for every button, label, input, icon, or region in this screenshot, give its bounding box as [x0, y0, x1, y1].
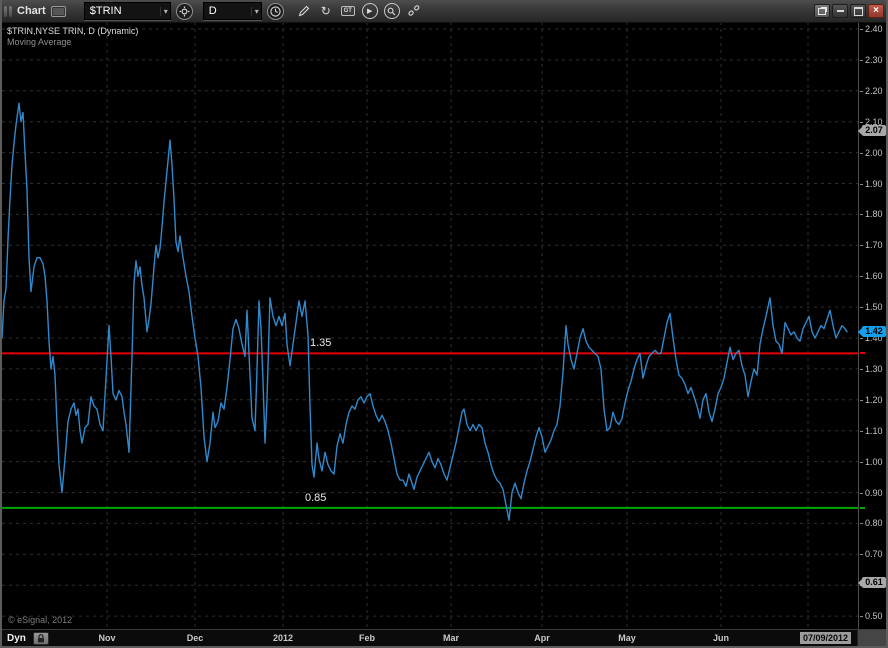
chart-symbol-header: $TRIN,NYSE TRIN, D (Dynamic)	[7, 26, 139, 36]
symbol-value: $TRIN	[89, 5, 122, 17]
time-axis-label: Apr	[534, 633, 550, 643]
dyn-mode-label[interactable]: Dyn	[7, 633, 26, 644]
price-axis-label: 1.40	[859, 334, 883, 343]
time-axis-label: Feb	[358, 633, 375, 643]
time-axis-label: Dec	[186, 633, 204, 643]
price-badge: 0.61	[858, 576, 886, 588]
chart-title-badge-icon	[50, 5, 66, 17]
chevron-down-icon[interactable]: ▾	[250, 6, 259, 16]
price-axis-label: 2.20	[859, 86, 883, 96]
zoom-button[interactable]	[382, 2, 402, 20]
time-axis-label: May	[618, 633, 636, 643]
time-axis-label: Nov	[98, 633, 116, 643]
price-axis-label: 0.90	[859, 488, 883, 498]
time-axis-label: Jun	[712, 633, 729, 643]
quote-tool-icon: GT	[340, 6, 355, 16]
drag-handle-icon[interactable]	[4, 5, 12, 17]
price-axis-label: 1.30	[859, 364, 883, 374]
price-badge: 2.07	[858, 125, 886, 137]
lock-button[interactable]	[33, 632, 49, 645]
price-axis-label: 1.00	[859, 457, 883, 467]
link-button[interactable]	[404, 2, 424, 20]
maximize-button[interactable]	[850, 4, 866, 18]
time-axis-label: 2012	[272, 633, 294, 643]
copyright-label: © eSignal, 2012	[8, 615, 73, 625]
time-axis[interactable]: Dyn Nov Dec 2012 Feb Mar Apr May Jun 07/09/2012	[2, 629, 886, 647]
price-axis-label: 1.50	[859, 303, 883, 312]
last-date-badge: 07/09/2012	[800, 632, 852, 644]
hline-label: 1.35	[310, 337, 332, 350]
symbol-lookup-button[interactable]	[175, 2, 193, 20]
interval-combo[interactable]: D ▾	[202, 2, 262, 20]
price-axis-label: 0.50	[859, 612, 883, 621]
axis-corner	[857, 630, 886, 647]
price-axis-label: 1.10	[859, 426, 883, 436]
chevron-down-icon[interactable]: ▾	[159, 6, 168, 16]
refresh-button[interactable]: ↻	[316, 2, 336, 20]
price-axis-label: 1.60	[859, 272, 883, 281]
price-axis-label: 1.80	[859, 210, 883, 219]
symbol-combo[interactable]: $TRIN ▾	[83, 2, 171, 20]
price-axis-label: 1.90	[859, 179, 883, 189]
interval-value: D	[208, 5, 217, 17]
pencil-icon	[298, 5, 310, 17]
restore-button[interactable]	[814, 4, 830, 18]
hline-label: 0.85	[305, 491, 327, 504]
window-title: Chart	[17, 5, 46, 17]
link-icon	[408, 5, 420, 16]
minimize-icon	[836, 10, 844, 12]
window-controls: ×	[814, 4, 884, 18]
price-line	[2, 102, 848, 521]
price-axis-label: 2.40	[859, 25, 883, 34]
close-icon: ×	[873, 5, 879, 16]
hline-axis-tick	[860, 506, 865, 509]
play-button[interactable]: ▶	[360, 2, 380, 20]
clock-icon	[270, 5, 281, 17]
price-axis-label: 1.70	[859, 241, 883, 250]
refresh-icon: ↻	[320, 4, 331, 18]
chart-plot-area[interactable]: $TRIN,NYSE TRIN, D (Dynamic) Moving Aver…	[2, 22, 858, 629]
close-button[interactable]: ×	[868, 4, 884, 18]
chart-study-label[interactable]: Moving Average	[7, 37, 72, 47]
gridlines	[2, 22, 858, 629]
price-axis-label: 2.30	[859, 55, 883, 65]
quote-tool-button[interactable]: GT	[338, 2, 358, 20]
restore-icon	[818, 7, 826, 15]
price-axis[interactable]: 2.40 2.30 2.20 2.10 2.00 1.90 1.80 1.70 1.60 1.50…	[858, 22, 887, 629]
time-axis-label: Mar	[442, 633, 459, 643]
magnifier-icon	[383, 3, 400, 19]
price-line-chart	[2, 22, 858, 629]
hline-axis-tick	[860, 352, 865, 355]
price-axis-label: 2.00	[859, 148, 883, 158]
price-axis-label: 1.20	[859, 395, 883, 405]
price-axis-label: 0.80	[859, 519, 883, 528]
gear-icon	[179, 6, 190, 16]
lock-icon	[38, 634, 44, 643]
minimize-button[interactable]	[832, 4, 848, 18]
price-axis-label: 2.10	[859, 117, 883, 127]
maximize-icon	[853, 6, 863, 16]
interval-clock-button[interactable]	[266, 2, 284, 20]
play-icon: ▶	[361, 3, 378, 19]
draw-pencil-button[interactable]	[294, 2, 314, 20]
price-badge: 1.42	[858, 326, 886, 338]
toolbar: Chart $TRIN ▾ D ▾	[0, 0, 888, 23]
price-axis-label: 0.70	[859, 550, 883, 559]
